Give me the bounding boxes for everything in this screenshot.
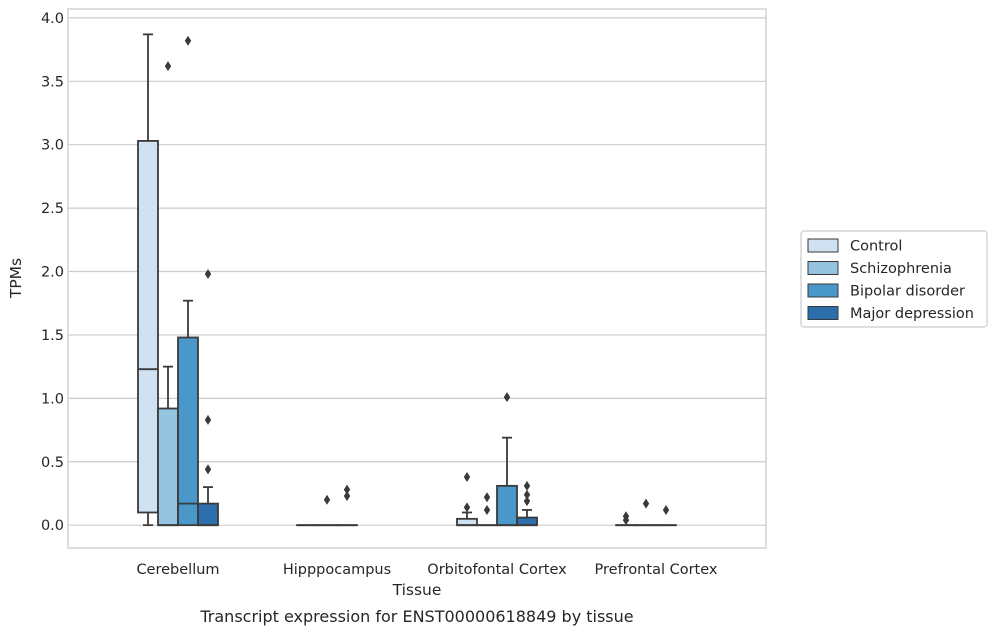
- legend-swatch: [807, 306, 839, 320]
- box-bipolar-disorder-cerebellum: [177, 35, 199, 527]
- outlier-point: [204, 464, 212, 475]
- y-tick-label: 0.5: [41, 455, 64, 471]
- y-tick-label: 1.5: [41, 328, 64, 344]
- outlier-point: [184, 35, 192, 46]
- x-ticks: Cerebellum Hipppocampus Orbitofontal Corte…: [136, 562, 717, 578]
- box-major-depression-cerebellum: [197, 269, 219, 527]
- box-body: [137, 139, 159, 514]
- y-tick-label: 3.0: [41, 138, 64, 154]
- y-tick-label: 2.5: [41, 201, 64, 217]
- box-body: [177, 336, 199, 527]
- outlier-point: [523, 496, 531, 507]
- y-tick-label: 4.0: [41, 11, 64, 27]
- box-body: [157, 407, 179, 527]
- outlier-point: [204, 269, 212, 280]
- box-control-cerebellum: [137, 33, 159, 527]
- legend-swatch: [807, 238, 839, 253]
- box-layer: [137, 33, 677, 527]
- x-tick-label: Hipppocampus: [283, 562, 391, 578]
- legend-label: Schizophrenia: [850, 261, 952, 277]
- legend-label: Major depression: [850, 306, 974, 322]
- outlier-point: [483, 492, 491, 503]
- box-body: [197, 502, 219, 527]
- legend-swatch: [807, 261, 839, 275]
- box-bipolar-disorder-hipppocampus: [336, 484, 358, 527]
- y-tick-label: 1.0: [41, 391, 64, 407]
- box-major-depression-orbitofontal-cortex: [516, 480, 538, 527]
- x-axis-label: Tissue: [392, 581, 442, 599]
- outlier-point: [343, 484, 351, 495]
- legend-swatch: [807, 283, 839, 298]
- box-control-orbitofontal-cortex: [456, 471, 478, 527]
- outlier-point: [463, 502, 471, 513]
- box-bipolar-disorder-prefrontal-cortex: [655, 504, 677, 527]
- box-body: [516, 516, 538, 527]
- y-tick-label: 2.0: [41, 265, 64, 281]
- box-body: [456, 517, 478, 527]
- x-tick-label: Prefrontal Cortex: [595, 562, 718, 578]
- outlier-point: [523, 480, 531, 491]
- x-tick-label: Cerebellum: [136, 562, 219, 578]
- legend-label: Control: [850, 239, 902, 255]
- outlier-point: [523, 489, 531, 500]
- outlier-point: [164, 61, 172, 72]
- outlier-point: [622, 515, 630, 526]
- box-body: [496, 484, 518, 527]
- y-axis-label: TPMs: [7, 258, 25, 299]
- figure-caption: Transcript expression for ENST0000061884…: [199, 607, 633, 626]
- y-ticks: 0.0 0.5 1.0 1.5 2.0 2.5 3.0 3.5 4.0: [41, 11, 64, 534]
- legend: Control Schizophrenia Bipolar disorder Majo…: [800, 230, 988, 328]
- outlier-point: [204, 414, 212, 425]
- outlier-point: [503, 392, 511, 403]
- plot-frame: [67, 8, 767, 549]
- outlier-point: [642, 498, 650, 509]
- outlier-point: [463, 471, 471, 482]
- legend-frame: [800, 230, 988, 328]
- y-tick-label: 0.0: [41, 518, 64, 534]
- box-control-prefrontal-cortex: [615, 511, 637, 527]
- outlier-point: [323, 494, 331, 505]
- box-bipolar-disorder-orbitofontal-cortex: [496, 392, 518, 527]
- x-tick-label: Orbitofontal Cortex: [427, 562, 567, 578]
- y-tick-label: 3.5: [41, 74, 64, 90]
- outlier-point: [662, 504, 670, 515]
- outlier-point: [483, 504, 491, 515]
- legend-label: Bipolar disorder: [850, 284, 965, 300]
- outlier-point: [343, 491, 351, 502]
